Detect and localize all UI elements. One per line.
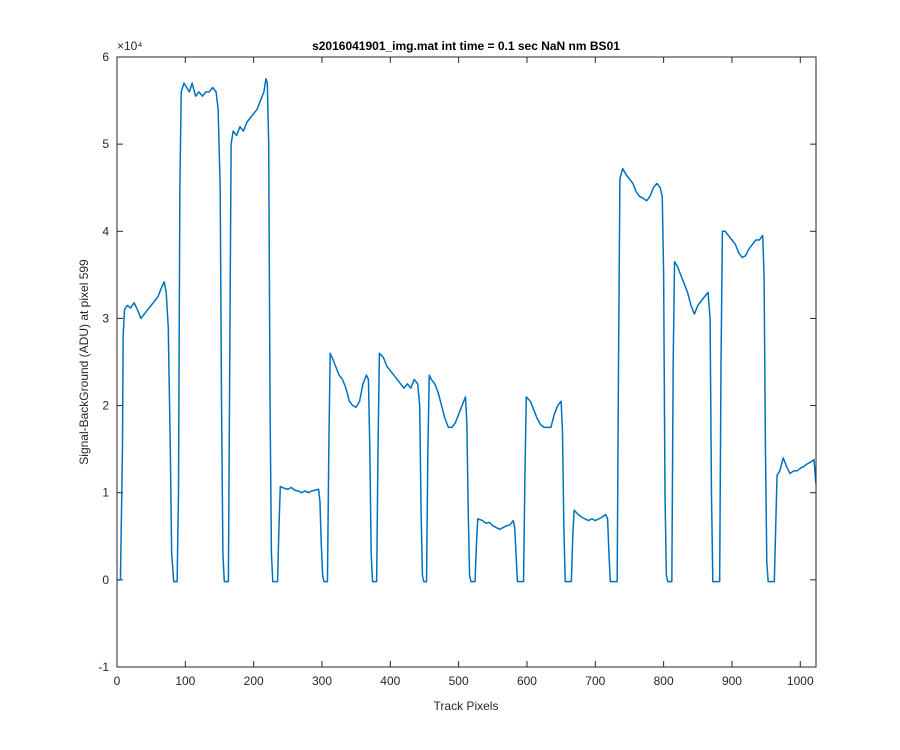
y-tick-label: 1 [102, 486, 109, 500]
x-axis-label: Track Pixels [434, 699, 499, 713]
plot-frame [116, 56, 817, 668]
x-tick-label: 300 [312, 674, 332, 688]
x-tick-label: 800 [654, 674, 674, 688]
x-tick-label: 200 [244, 674, 264, 688]
x-tick-label: 900 [722, 674, 742, 688]
y-tick-label: 3 [102, 311, 109, 325]
y-tick-label: 5 [102, 137, 109, 151]
y-tick-label: 0 [102, 573, 109, 587]
x-tick-label: 500 [449, 674, 469, 688]
y-axis-label: Signal-BackGround (ADU) at pixel 599 [77, 259, 91, 465]
x-tick-label: 700 [585, 674, 605, 688]
x-tick-label: 1000 [787, 674, 814, 688]
chart-title: s2016041901_img.mat int time = 0.1 sec N… [312, 39, 620, 53]
y-tick-label: 2 [102, 399, 109, 413]
y-tick-label: 6 [102, 50, 109, 64]
x-tick-label: 600 [517, 674, 537, 688]
y-exponent: ×10⁴ [117, 39, 143, 53]
y-tick-label: 4 [102, 224, 109, 238]
x-tick-label: 0 [114, 674, 121, 688]
data-line [117, 78, 817, 583]
x-tick-label: 400 [380, 674, 400, 688]
y-tick-label: -1 [98, 660, 109, 674]
x-tick-label: 100 [175, 674, 195, 688]
